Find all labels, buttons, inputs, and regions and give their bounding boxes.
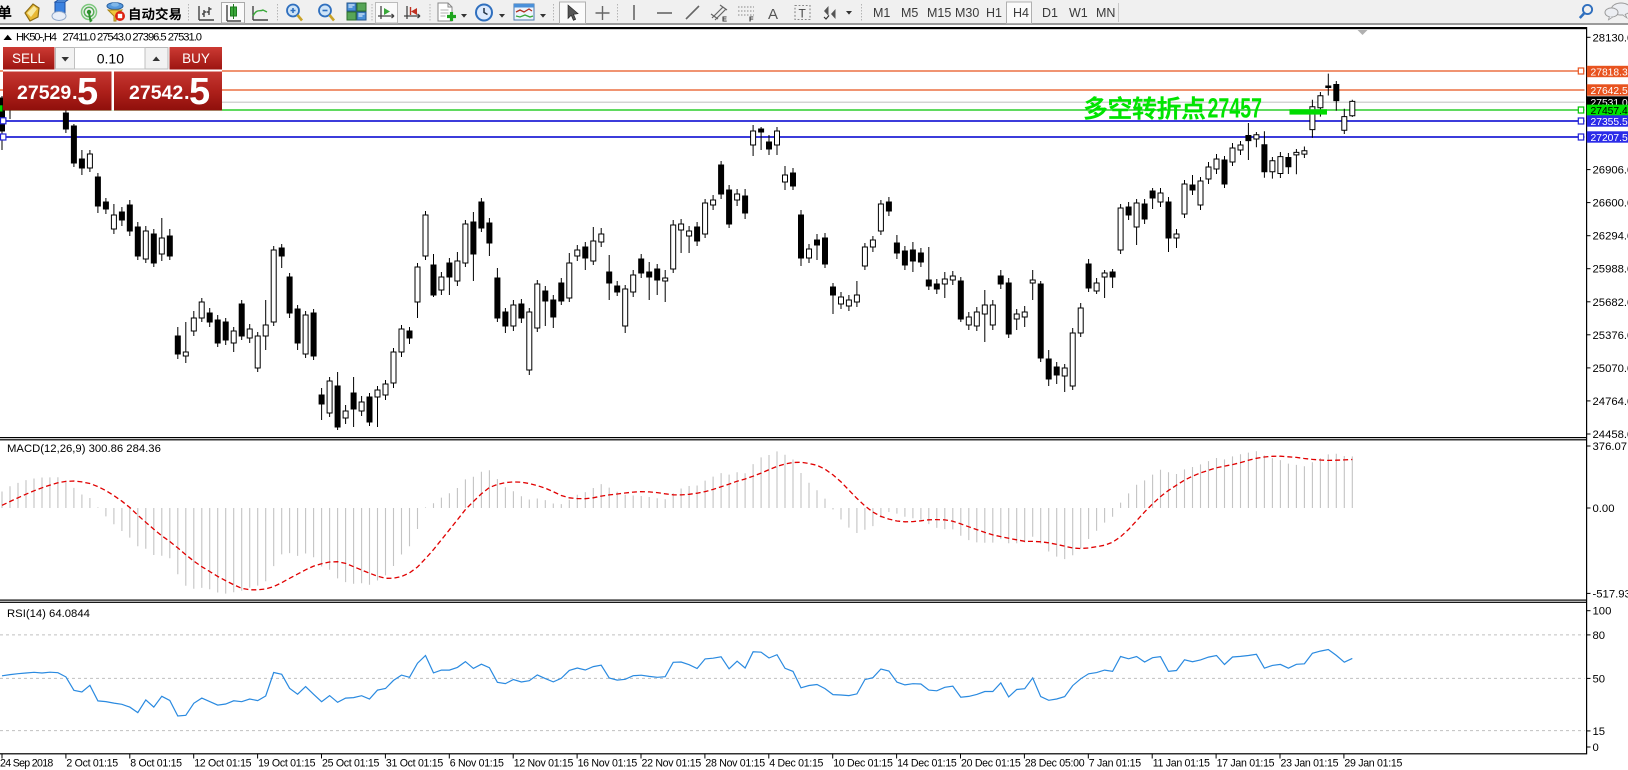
svg-text:6 Nov 01:15: 6 Nov 01:15: [450, 758, 504, 770]
svg-text:MACD(12,26,9) 300.86 284.36: MACD(12,26,9) 300.86 284.36: [7, 443, 161, 455]
svg-text:BUY: BUY: [182, 51, 210, 66]
svg-text:H4: H4: [1013, 6, 1029, 20]
svg-text:20 Dec 01:15: 20 Dec 01:15: [961, 758, 1021, 770]
svg-text:24458.0: 24458.0: [1593, 429, 1628, 441]
svg-text:15: 15: [1593, 726, 1606, 738]
svg-text:0.00: 0.00: [1593, 503, 1615, 515]
svg-text:-517.93: -517.93: [1593, 588, 1628, 600]
svg-text:376.07: 376.07: [1593, 441, 1628, 453]
svg-text:12 Nov 01:15: 12 Nov 01:15: [514, 758, 574, 770]
svg-text:MN: MN: [1096, 6, 1115, 20]
svg-text:25376.0: 25376.0: [1593, 330, 1628, 342]
svg-text:SELL: SELL: [12, 51, 46, 66]
svg-text:25682.0: 25682.0: [1593, 297, 1628, 309]
svg-text:19 Oct 01:15: 19 Oct 01:15: [258, 758, 315, 770]
svg-text:RSI(14) 64.0844: RSI(14) 64.0844: [7, 608, 90, 620]
svg-text:26600.0: 26600.0: [1593, 198, 1628, 210]
svg-text:27207.5: 27207.5: [1591, 133, 1628, 144]
svg-text:HK50-,H4: HK50-,H4: [16, 32, 57, 44]
svg-text:80: 80: [1593, 630, 1606, 642]
svg-text:27529: 27529: [17, 82, 71, 104]
svg-text:.: .: [72, 82, 78, 104]
svg-text:M15: M15: [927, 6, 951, 20]
svg-text:28130.0: 28130.0: [1593, 32, 1628, 44]
svg-text:E: E: [722, 15, 727, 24]
svg-text:27818.3: 27818.3: [1591, 67, 1628, 78]
svg-text:T: T: [799, 7, 807, 21]
svg-text:50: 50: [1593, 673, 1606, 685]
svg-text:7 Jan 01:15: 7 Jan 01:15: [1089, 758, 1141, 770]
svg-text:27355.5: 27355.5: [1591, 117, 1628, 128]
svg-text:27457.4: 27457.4: [1591, 106, 1628, 117]
svg-text:100: 100: [1593, 606, 1612, 618]
svg-text:27542: 27542: [129, 82, 183, 104]
svg-text:W1: W1: [1069, 6, 1088, 20]
svg-text:2 Oct 01:15: 2 Oct 01:15: [66, 758, 118, 770]
svg-text:24 Sep 2018: 24 Sep 2018: [0, 758, 53, 770]
svg-text:M5: M5: [901, 6, 918, 20]
svg-text:26906.0: 26906.0: [1593, 165, 1628, 177]
svg-text:M1: M1: [873, 6, 890, 20]
svg-text:A: A: [768, 6, 778, 23]
svg-text:D1: D1: [1042, 6, 1058, 20]
svg-text:26294.0: 26294.0: [1593, 231, 1628, 243]
svg-text:24764.0: 24764.0: [1593, 396, 1628, 408]
svg-text:28 Nov 01:15: 28 Nov 01:15: [705, 758, 765, 770]
svg-text:.: .: [184, 82, 190, 104]
svg-text:25988.0: 25988.0: [1593, 264, 1628, 276]
svg-text:31 Oct 01:15: 31 Oct 01:15: [386, 758, 443, 770]
svg-text:0: 0: [1593, 742, 1599, 754]
svg-text:4 Dec 01:15: 4 Dec 01:15: [769, 758, 823, 770]
svg-text:5: 5: [77, 71, 98, 113]
svg-text:25070.0: 25070.0: [1593, 363, 1628, 375]
svg-text:M30: M30: [955, 6, 979, 20]
svg-text:23 Jan 01:15: 23 Jan 01:15: [1281, 758, 1339, 770]
svg-text:16 Nov 01:15: 16 Nov 01:15: [578, 758, 638, 770]
svg-text:28 Dec 05:00: 28 Dec 05:00: [1025, 758, 1085, 770]
svg-text:F: F: [749, 15, 754, 24]
svg-text:25 Oct 01:15: 25 Oct 01:15: [322, 758, 379, 770]
svg-text:H1: H1: [986, 6, 1002, 20]
svg-text:27411.0 27543.0 27396.5 27531.: 27411.0 27543.0 27396.5 27531.0: [63, 32, 202, 44]
svg-text:10 Dec 01:15: 10 Dec 01:15: [833, 758, 893, 770]
svg-text:5: 5: [189, 71, 210, 113]
svg-text:11 Jan 01:15: 11 Jan 01:15: [1153, 758, 1210, 770]
svg-text:14 Dec 01:15: 14 Dec 01:15: [897, 758, 957, 770]
svg-text:29 Jan 01:15: 29 Jan 01:15: [1344, 758, 1402, 770]
svg-text:0.10: 0.10: [97, 51, 124, 67]
svg-text:8 Oct 01:15: 8 Oct 01:15: [130, 758, 182, 770]
svg-text:27642.5: 27642.5: [1591, 86, 1628, 97]
svg-text:22 Nov 01:15: 22 Nov 01:15: [642, 758, 702, 770]
svg-text:27531.0: 27531.0: [1591, 98, 1628, 109]
svg-text:17 Jan 01:15: 17 Jan 01:15: [1217, 758, 1275, 770]
svg-text:12 Oct 01:15: 12 Oct 01:15: [194, 758, 251, 770]
